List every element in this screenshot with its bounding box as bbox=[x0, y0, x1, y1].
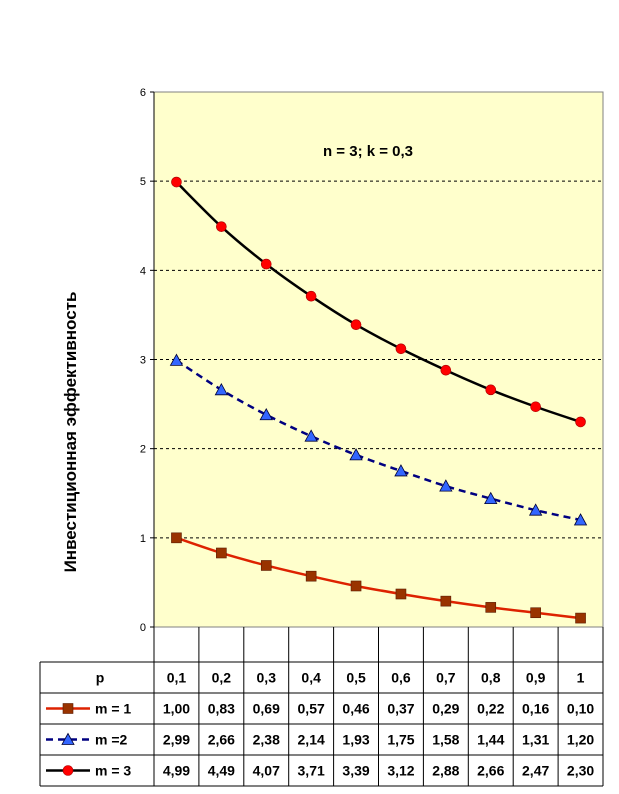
table-cell: 0,16 bbox=[522, 701, 549, 717]
table-cell: 0,83 bbox=[208, 701, 235, 717]
x-category-label: 0,1 bbox=[167, 670, 187, 686]
table-cell: 1,31 bbox=[522, 732, 549, 748]
x-category-label: 0,3 bbox=[257, 670, 277, 686]
data-point bbox=[259, 407, 273, 421]
legend-key-3 bbox=[46, 765, 90, 776]
table-cell: 1,75 bbox=[387, 732, 414, 748]
series-line bbox=[175, 181, 581, 424]
table-cell: 2,38 bbox=[253, 732, 280, 748]
data-point bbox=[439, 479, 453, 492]
y-axis-label: Инвестиционная эффективность bbox=[61, 292, 80, 573]
y-tick-label: 1 bbox=[140, 533, 146, 545]
data-point bbox=[485, 602, 497, 613]
series-3 bbox=[171, 176, 586, 428]
table-cell: 2,30 bbox=[567, 763, 594, 779]
table-cell: 1,93 bbox=[342, 732, 369, 748]
x-category-label: 1 bbox=[577, 670, 585, 686]
y-tick-label: 0 bbox=[140, 622, 146, 634]
x-category-label: 0,5 bbox=[346, 670, 366, 686]
table-cell: 3,39 bbox=[342, 763, 369, 779]
legend-key-2 bbox=[46, 732, 90, 745]
legend-label: m = 1 bbox=[95, 701, 131, 717]
y-tick-label: 3 bbox=[140, 355, 146, 367]
data-point bbox=[350, 580, 362, 592]
data-point bbox=[440, 364, 452, 376]
table-cell: 0,10 bbox=[567, 701, 594, 717]
table-cell: 4,49 bbox=[208, 763, 235, 779]
y-tick-label: 4 bbox=[140, 265, 146, 277]
y-tick-label: 2 bbox=[140, 444, 146, 456]
table-cell: 1,58 bbox=[432, 732, 459, 748]
chart-annotation: n = 3; k = 0,3 bbox=[323, 143, 413, 160]
table-cell: 3,71 bbox=[298, 763, 325, 779]
data-point bbox=[171, 532, 182, 544]
data-point bbox=[214, 382, 229, 396]
data-point bbox=[260, 258, 272, 270]
data-point bbox=[305, 570, 317, 582]
data-point bbox=[575, 612, 586, 624]
data-point bbox=[440, 595, 452, 607]
x-category-label: 0,6 bbox=[391, 670, 411, 686]
table-cell: 4,99 bbox=[163, 763, 190, 779]
table-cell: 1,44 bbox=[477, 732, 504, 748]
data-point bbox=[304, 429, 318, 442]
data-point bbox=[169, 353, 184, 366]
legend-marker bbox=[62, 703, 74, 714]
data-point bbox=[394, 464, 408, 477]
table-cell: 1,00 bbox=[163, 701, 190, 717]
table-cell: 2,88 bbox=[432, 763, 459, 779]
table-cell: 2,47 bbox=[522, 763, 549, 779]
table-cell: 2,66 bbox=[208, 732, 235, 748]
table-cell: 3,12 bbox=[387, 763, 414, 779]
series-1 bbox=[171, 532, 586, 624]
y-tick-label: 5 bbox=[140, 176, 146, 188]
y-tick-label: 6 bbox=[140, 87, 146, 99]
legend-key-1 bbox=[46, 703, 90, 714]
legend-label: m = 3 bbox=[95, 763, 131, 779]
legend-marker bbox=[61, 732, 75, 745]
table-cell: 2,99 bbox=[163, 732, 190, 748]
x-category-label: 0,9 bbox=[526, 670, 546, 686]
data-point bbox=[305, 290, 317, 302]
data-point bbox=[216, 547, 227, 559]
data-point bbox=[216, 221, 227, 232]
table-cell: 2,14 bbox=[298, 732, 325, 748]
series-2 bbox=[169, 353, 588, 526]
data-point bbox=[575, 416, 586, 428]
data-point bbox=[395, 343, 407, 355]
table-cell: 0,22 bbox=[477, 701, 504, 717]
table-header-label: p bbox=[96, 670, 105, 686]
data-point bbox=[573, 513, 588, 526]
data-point bbox=[349, 448, 363, 461]
table-cell: 1,20 bbox=[567, 732, 594, 748]
data-point bbox=[350, 319, 362, 331]
data-point bbox=[528, 503, 543, 516]
x-category-label: 0,7 bbox=[436, 670, 456, 686]
table-cell: 0,37 bbox=[387, 701, 414, 717]
legend-marker bbox=[62, 765, 74, 776]
data-point bbox=[484, 491, 498, 505]
data-point bbox=[530, 607, 541, 619]
table-cell: 0,46 bbox=[342, 701, 369, 717]
x-category-label: 0,4 bbox=[301, 670, 321, 686]
data-point bbox=[260, 560, 272, 571]
table-cell: 2,66 bbox=[477, 763, 504, 779]
data-point bbox=[395, 588, 407, 600]
legend-label: m =2 bbox=[95, 732, 128, 748]
table-cell: 0,29 bbox=[432, 701, 459, 717]
x-category-label: 0,8 bbox=[481, 670, 501, 686]
data-point bbox=[171, 176, 182, 188]
table-cell: 0,69 bbox=[253, 701, 280, 717]
table-cell: 0,57 bbox=[298, 701, 325, 717]
table-cell: 4,07 bbox=[253, 763, 280, 779]
x-category-label: 0,2 bbox=[212, 670, 232, 686]
data-point bbox=[530, 401, 541, 413]
series-line bbox=[176, 536, 581, 620]
data-point bbox=[485, 384, 497, 396]
